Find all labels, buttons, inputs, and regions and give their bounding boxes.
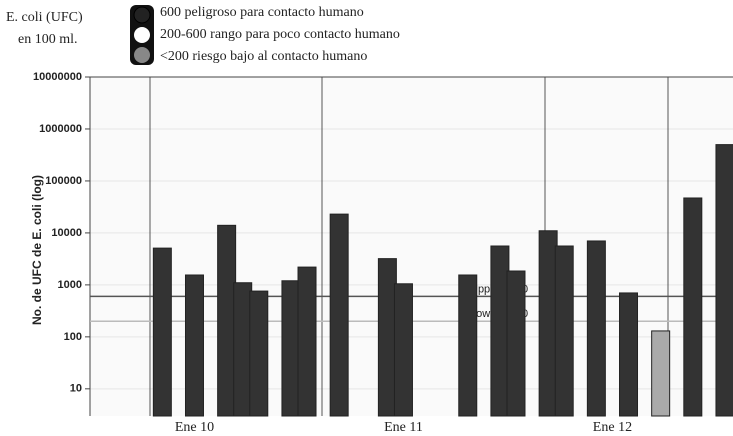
light-yellow bbox=[134, 27, 150, 43]
bar bbox=[184, 274, 204, 417]
legend-entry: 200-600 rango para poco contacto humano bbox=[160, 27, 400, 42]
chart-title: E. coli (UFC) bbox=[6, 10, 83, 25]
bar bbox=[651, 330, 671, 417]
light-green bbox=[134, 47, 150, 63]
bar bbox=[152, 247, 172, 417]
bar bbox=[506, 270, 526, 417]
x-tick-label: Ene 12 bbox=[593, 420, 632, 435]
legend-entry: <200 riesgo bajo al contacto humano bbox=[160, 49, 367, 64]
chart-title: en 100 ml. bbox=[18, 32, 78, 47]
bar bbox=[586, 240, 606, 417]
bar bbox=[683, 197, 703, 417]
y-tick-label: 1000 bbox=[58, 279, 82, 291]
y-tick-label: 10000000 bbox=[33, 71, 82, 83]
bar bbox=[458, 274, 478, 417]
bar bbox=[393, 283, 413, 417]
bar bbox=[377, 258, 397, 417]
x-tick-label: Ene 11 bbox=[384, 420, 423, 435]
bar bbox=[619, 292, 639, 417]
y-tick-label: 100000 bbox=[45, 175, 82, 187]
y-tick-label: 10000 bbox=[51, 227, 82, 239]
bar bbox=[217, 224, 237, 417]
y-tick-label: 1000000 bbox=[39, 123, 82, 135]
y-axis-label: No. de UFC de E. coli (log) bbox=[30, 175, 44, 325]
legend-entry: 600 peligroso para contacto humano bbox=[160, 5, 364, 20]
y-tick-label: 10 bbox=[70, 383, 82, 395]
x-tick-label: Ene 10 bbox=[175, 420, 214, 435]
y-tick-label: 100 bbox=[64, 331, 82, 343]
bar bbox=[490, 245, 510, 417]
bar bbox=[715, 144, 733, 417]
light-red bbox=[133, 6, 151, 24]
bar bbox=[554, 245, 574, 417]
bar bbox=[538, 230, 558, 417]
bar bbox=[281, 280, 301, 417]
bar bbox=[329, 213, 349, 417]
bar bbox=[297, 266, 317, 417]
bar bbox=[249, 290, 269, 417]
bar bbox=[233, 282, 253, 417]
